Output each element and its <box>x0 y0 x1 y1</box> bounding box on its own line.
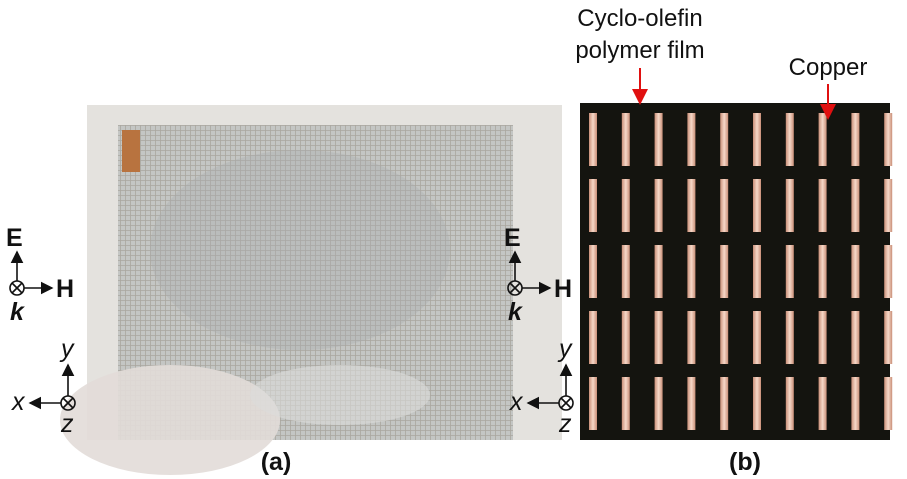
copper-strip <box>655 311 663 364</box>
axis-label: y <box>557 335 573 363</box>
copper-strip <box>720 179 728 232</box>
copper-strip <box>786 113 794 166</box>
copper-strip <box>884 377 892 430</box>
copper-strip <box>786 179 794 232</box>
annotation-film: polymer film <box>575 37 704 64</box>
copper-strip <box>655 113 663 166</box>
copper-strip <box>687 179 695 232</box>
copper-strip <box>786 311 794 364</box>
copper-strip <box>851 377 859 430</box>
copper-strip <box>851 179 859 232</box>
copper-strip <box>589 179 597 232</box>
axis-label: z <box>60 410 74 438</box>
copper-strip <box>622 179 630 232</box>
copper-strip <box>884 311 892 364</box>
axis-label: z <box>558 410 572 438</box>
copper-strip <box>720 113 728 166</box>
field-label: H <box>56 275 74 303</box>
copper-strip <box>786 377 794 430</box>
copper-strip <box>589 311 597 364</box>
copper-strip <box>720 377 728 430</box>
copper-strip <box>589 113 597 166</box>
copper-strip <box>655 377 663 430</box>
annotation-copper: Copper <box>789 54 868 81</box>
copper-strip <box>622 377 630 430</box>
copper-strip <box>819 377 827 430</box>
copper-strip <box>819 245 827 298</box>
copper-strip <box>819 113 827 166</box>
figure: Cyclo-olefin polymer film Copper (a) (b)… <box>0 0 907 479</box>
out-of-plane-symbol <box>12 283 22 293</box>
axis-label: x <box>509 388 524 416</box>
field-label: H <box>554 275 572 303</box>
copper-strip <box>687 113 695 166</box>
copper-strip <box>851 311 859 364</box>
copper-strip <box>753 377 761 430</box>
copper-strip <box>753 113 761 166</box>
copper-strip <box>622 311 630 364</box>
annotation-film: Cyclo-olefin <box>577 5 702 32</box>
copper-strip <box>851 113 859 166</box>
field-label: k <box>508 298 523 326</box>
copper-strip <box>819 179 827 232</box>
micrograph <box>580 103 892 440</box>
copper-strip <box>786 245 794 298</box>
copper-strip <box>589 377 597 430</box>
copper-strip <box>655 245 663 298</box>
copper-strip <box>753 311 761 364</box>
copper-strip <box>753 179 761 232</box>
photo-sample <box>60 105 562 475</box>
copper-strip <box>687 377 695 430</box>
copper-strip <box>884 179 892 232</box>
axis-label: y <box>59 335 75 363</box>
field-label: E <box>6 224 23 252</box>
field-label: E <box>504 224 521 252</box>
copper-strip <box>687 311 695 364</box>
panel-label: (a) <box>261 448 292 476</box>
copper-strip <box>753 245 761 298</box>
field-label: k <box>10 298 25 326</box>
copper-strip <box>884 113 892 166</box>
copper-strip <box>720 311 728 364</box>
copper-strip <box>687 245 695 298</box>
copper-strip <box>819 311 827 364</box>
copper-strip <box>589 245 597 298</box>
copper-strip <box>622 245 630 298</box>
copper-strip <box>851 245 859 298</box>
copper-strip <box>884 245 892 298</box>
out-of-plane-symbol <box>561 398 571 408</box>
axis-label: x <box>11 388 26 416</box>
copper-strip <box>720 245 728 298</box>
copper-strip <box>622 113 630 166</box>
copper-strip <box>655 179 663 232</box>
panel-label: (b) <box>729 448 761 476</box>
